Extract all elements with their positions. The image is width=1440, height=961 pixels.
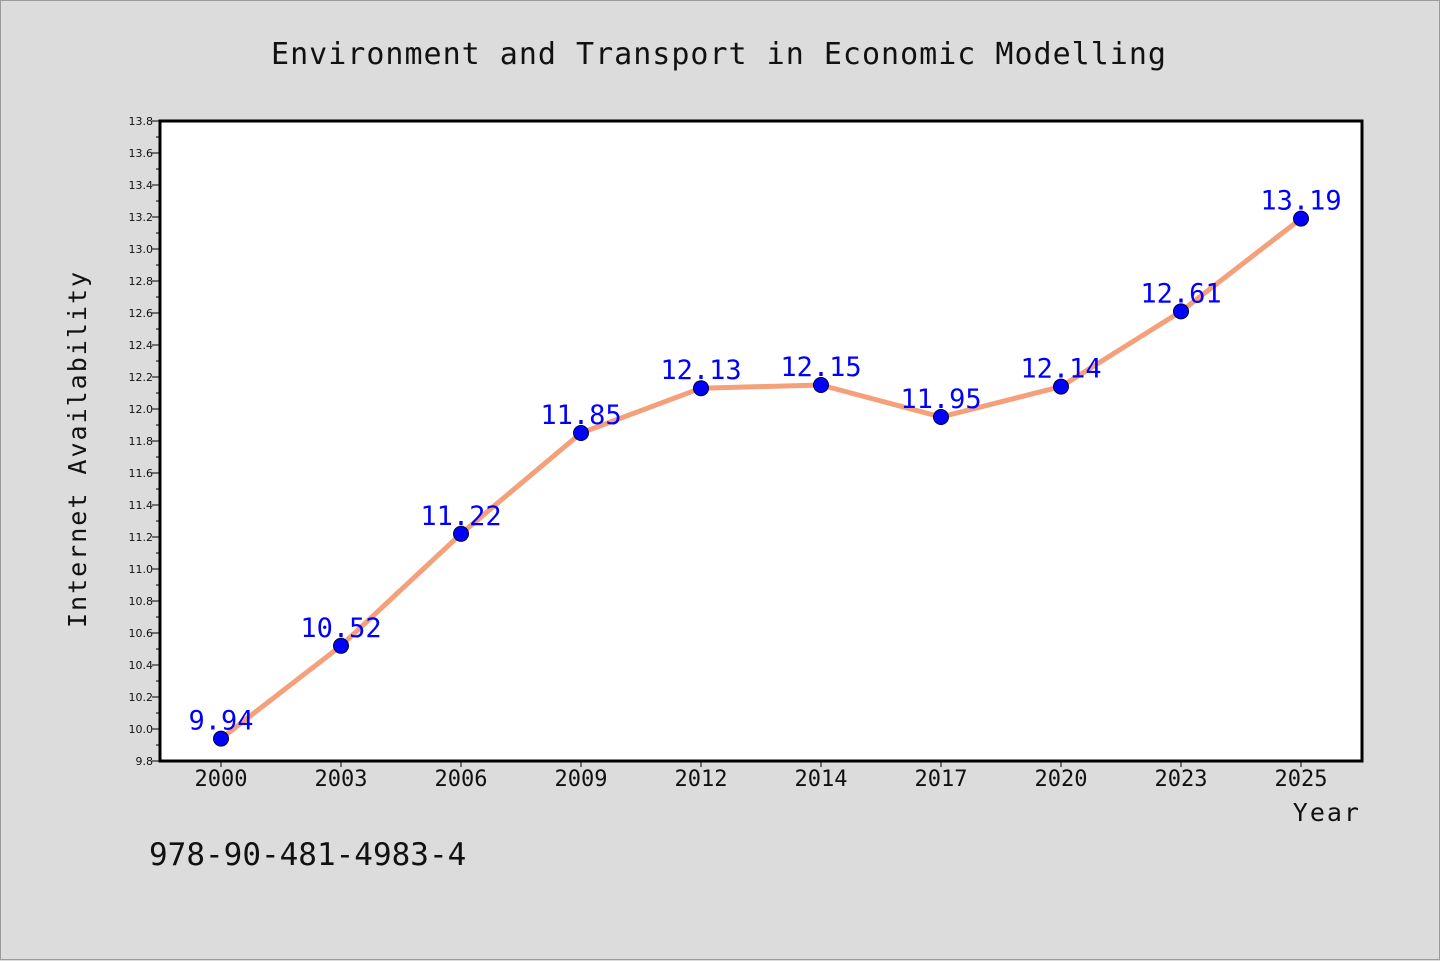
y-tick-label: 12.4 (129, 339, 154, 352)
y-tick-label: 9.8 (136, 755, 154, 768)
x-axis-label: Year (1293, 798, 1361, 827)
y-tick-label: 11.8 (129, 435, 154, 448)
x-tick-label: 2014 (795, 767, 848, 792)
x-tick-label: 2020 (1035, 767, 1088, 792)
data-point (573, 425, 589, 441)
y-tick-label: 10.2 (129, 691, 154, 704)
x-tick-label: 2003 (315, 767, 368, 792)
x-tick-label: 2023 (1155, 767, 1208, 792)
data-point (333, 637, 349, 654)
data-point (1053, 378, 1069, 395)
isbn-text: 978-90-481-4983-4 (149, 837, 466, 873)
y-tick-label: 11.4 (129, 499, 154, 512)
data-point (813, 377, 829, 393)
y-tick-label: 12.2 (129, 371, 154, 384)
y-axis: 9.8 10.0 10.2 10.4 10.6 10.8 11.0 11.2 11.4 11.6 1… (129, 115, 160, 768)
series-markers (213, 210, 1309, 747)
y-tick-label: 12.0 (129, 403, 154, 416)
x-tick-label: 2017 (915, 767, 968, 792)
data-point (453, 525, 469, 542)
x-tick-label: 2000 (195, 767, 248, 792)
y-tick-label: 11.2 (129, 531, 154, 544)
y-axis-label: Internet Availability (63, 270, 92, 628)
y-tick-label: 10.0 (129, 723, 154, 736)
y-tick-label: 12.8 (129, 275, 154, 288)
x-tick-label: 2006 (435, 767, 488, 792)
y-tick-label: 11.0 (129, 563, 154, 576)
plot-area (158, 119, 1364, 763)
data-point (933, 409, 949, 425)
x-tick-label: 2009 (555, 767, 608, 792)
chart-title: Environment and Transport in Economic Mo… (271, 37, 1167, 72)
x-tick-label: 2012 (675, 767, 728, 792)
y-tick-label: 11.6 (129, 467, 154, 480)
y-tick-label: 10.4 (129, 659, 154, 672)
x-tick-label: 2025 (1275, 767, 1328, 792)
x-axis: 2000 2003 2006 2009 2012 2014 2017 2020 2023 2025 (195, 761, 1328, 792)
y-tick-label: 13.8 (129, 115, 154, 128)
y-tick-label: 13.0 (129, 243, 154, 256)
data-point (213, 730, 229, 747)
y-tick-label: 13.6 (129, 147, 154, 160)
data-point (693, 380, 709, 397)
y-tick-label: 13.4 (129, 179, 154, 192)
y-tick-label: 13.2 (129, 211, 154, 224)
data-point (1173, 303, 1189, 320)
series-line (218, 216, 1304, 742)
y-tick-label: 10.8 (129, 595, 154, 608)
y-tick-label: 12.6 (129, 307, 154, 320)
data-point (1293, 210, 1309, 227)
y-tick-label: 10.6 (129, 627, 154, 640)
